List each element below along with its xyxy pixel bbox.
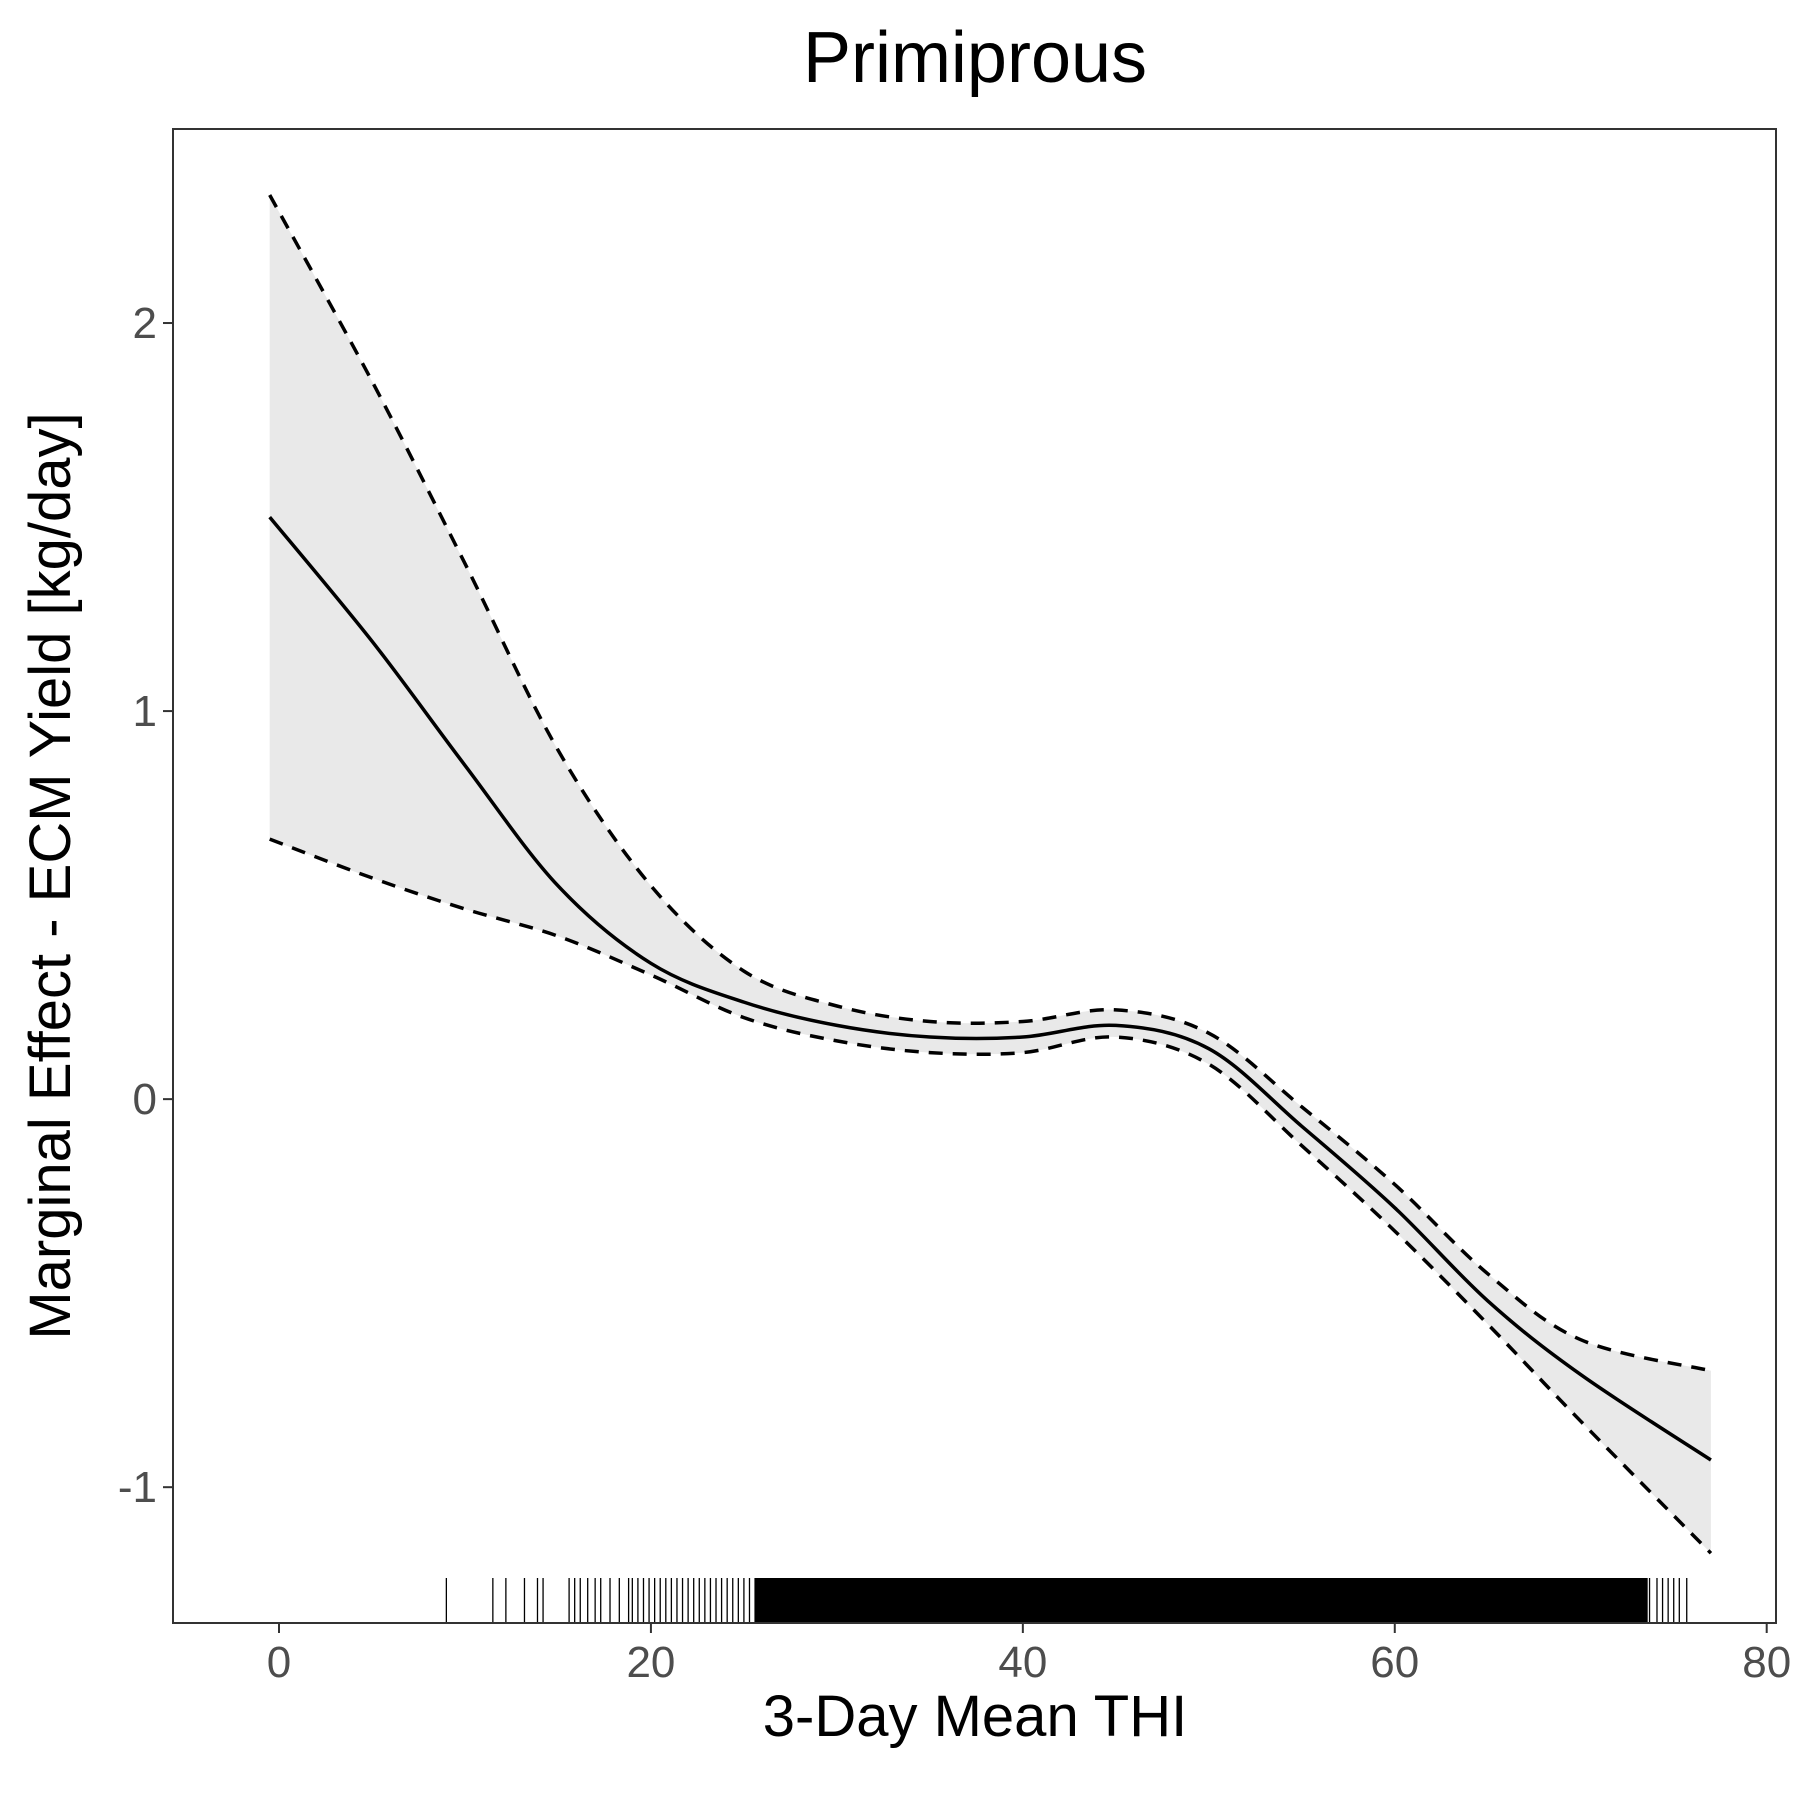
- rug-marks: [445, 1578, 1688, 1622]
- plot-panel-border: [172, 128, 1777, 1624]
- rug-dense-block: [755, 1578, 1648, 1622]
- confidence-band: [269, 195, 1711, 1554]
- x-axis: 0 20 40 60 80: [267, 1623, 1791, 1687]
- series-lines: [268, 194, 1713, 1555]
- x-tick-label: 0: [267, 1638, 291, 1687]
- chart-title: Primiprous: [803, 18, 1147, 98]
- x-tick-label: 60: [1370, 1638, 1419, 1687]
- x-axis-title: 3-Day Mean THI: [763, 1684, 1187, 1749]
- y-tick-label: 0: [133, 1075, 157, 1124]
- x-tick-label: 80: [1742, 1638, 1791, 1687]
- y-axis: -1 0 1 2: [118, 299, 173, 1512]
- estimate-line: [268, 515, 1712, 1462]
- y-tick-label: 1: [133, 687, 157, 736]
- y-axis-title: Marginal Effect - ECM Yield [kg/day]: [18, 412, 83, 1339]
- x-tick-label: 40: [998, 1638, 1047, 1687]
- x-tick-label: 20: [626, 1638, 675, 1687]
- y-tick-label: 2: [133, 299, 157, 348]
- upper-line: [268, 194, 1712, 1373]
- confidence-band-area: [269, 195, 1711, 1554]
- lower-line: [269, 837, 1713, 1555]
- y-tick-label: -1: [118, 1463, 157, 1512]
